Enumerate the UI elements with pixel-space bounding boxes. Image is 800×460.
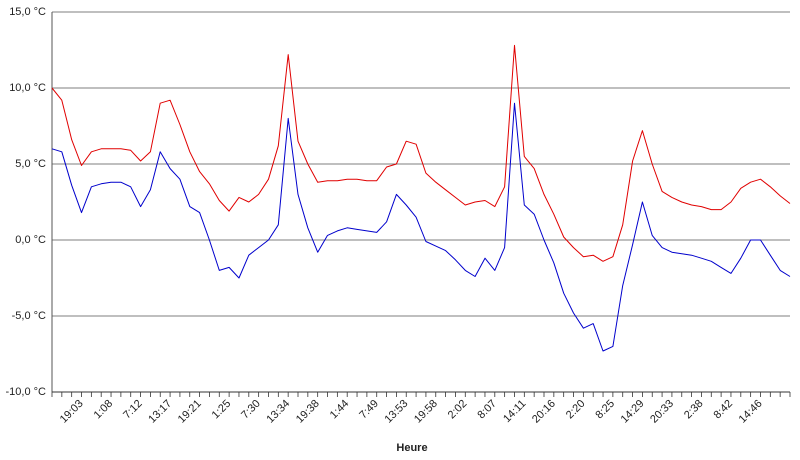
x-tick-label: 19:21 (176, 398, 204, 426)
x-tick-label: 1:44 (328, 398, 352, 422)
y-tick-label: -5,0 °C (12, 310, 46, 322)
x-axis-label: Heure (396, 442, 427, 454)
x-tick-label: 2:38 (682, 398, 706, 422)
x-tick-label: 7:12 (121, 398, 145, 422)
x-tick-label: 8:42 (712, 398, 736, 422)
series-line (51, 102, 791, 352)
x-tick-label: 1:25 (210, 398, 234, 422)
x-tick-label: 19:03 (58, 398, 86, 426)
y-tick-label: 15,0 °C (9, 6, 46, 18)
x-tick-label: 14:11 (501, 398, 528, 425)
x-tick-label: 7:30 (239, 398, 263, 422)
x-tick-label: 8:07 (475, 398, 499, 422)
x-tick-label: 1:08 (92, 398, 116, 422)
x-tick-label: 13:53 (382, 398, 410, 426)
y-tick-label: 5,0 °C (15, 158, 46, 170)
x-tick-label: 8:25 (593, 398, 617, 422)
y-tick-label: 0,0 °C (15, 234, 46, 246)
x-tick-label: 2:02 (446, 398, 470, 422)
x-tick-label: 14:46 (737, 398, 765, 426)
x-tick-label: 20:16 (530, 398, 558, 426)
x-tick-label: 19:38 (294, 398, 322, 426)
x-tick-label: 7:49 (357, 398, 381, 422)
x-tick-label: 2:20 (564, 398, 588, 422)
y-tick-label: 10,0 °C (9, 82, 46, 94)
x-tick-label: 20:33 (648, 398, 676, 426)
x-tick-label: 19:58 (412, 398, 440, 426)
x-tick-label: 14:29 (619, 398, 647, 426)
x-tick-label: 13:34 (264, 398, 292, 426)
y-tick-label: -10,0 °C (6, 386, 47, 398)
x-tick-label: 13:17 (146, 398, 174, 426)
series-line (51, 44, 791, 262)
